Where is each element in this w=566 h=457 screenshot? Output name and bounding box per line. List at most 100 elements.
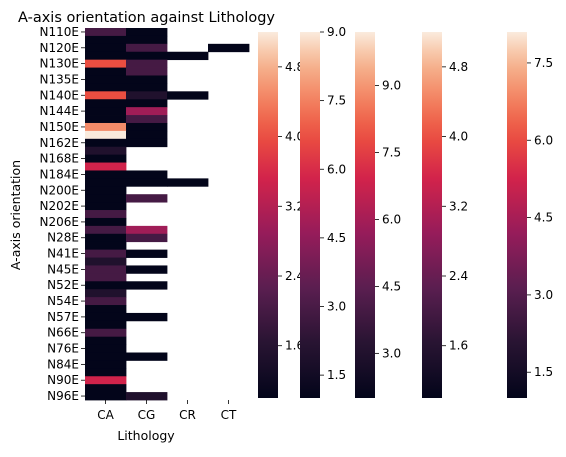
colorbar [355,32,375,398]
colorbar-tick-label: 3.0 [327,300,346,314]
y-tick-label: N110E [40,25,79,39]
colorbar [258,32,278,398]
heatmap-cell [85,265,127,274]
heatmap-cell [126,28,168,37]
heatmap-cell [126,75,168,84]
heatmap-cell [85,146,127,156]
heatmap-cell [85,43,127,53]
heatmap-cell [85,352,127,361]
heatmap-cell [85,344,127,353]
heatmap-cell [85,83,127,92]
y-tick-label: N54E [47,294,79,308]
x-axis-ticks: CA CG CR CT [97,400,237,422]
heatmap-cell [126,281,168,290]
heatmap-cell [85,51,127,61]
heatmap-cell [126,122,168,132]
heatmap-cell [85,233,127,243]
colorbars: 1.6 2.4 3.2 4.0 4.8 1.5 3.0 4.5 6.0 7.5 9.0 3.0 4.5 6… [258,25,553,398]
heatmap-cell [126,115,168,124]
heatmap-cell [126,170,168,179]
y-tick-label: N52E [47,278,79,292]
heatmap-cell [126,265,168,274]
heatmap-cell [85,35,127,45]
y-tick-label: N150E [40,120,79,134]
y-tick-label: N96E [47,389,79,403]
heatmap-cell [126,83,168,92]
colorbar-tick-label: 2.4 [285,269,304,283]
heatmap-cell [85,273,127,282]
colorbar-tick-label: 3.0 [534,288,553,302]
colorbar-tick-label: 3.2 [285,199,304,213]
heatmap-cell [126,249,168,258]
colorbar-tick-label: 2.4 [449,269,468,283]
heatmap-cell [85,312,127,322]
heatmap-cell [126,51,168,61]
heatmap-cell [126,178,168,187]
heatmap-cell [126,138,168,148]
heatmap-cell [85,297,127,306]
heatmap-cell [126,59,168,68]
heatmap-cell [85,249,127,258]
heatmap-cell [85,289,127,298]
heatmap-cell [126,67,168,76]
y-tick-label: N66E [47,326,79,340]
colorbar [422,32,442,398]
heatmap-cell [85,328,127,338]
heatmap-cell [126,225,168,235]
x-tick-label: CR [179,408,196,422]
y-tick-label: N45E [47,262,79,276]
heatmap-cell [85,217,127,227]
heatmap-cell [85,138,127,148]
heatmap-cell [85,170,127,179]
heatmap-cell [126,130,168,140]
heatmap-cell [85,178,127,187]
colorbar-tick-label: 1.6 [285,339,304,353]
heatmap-cell [85,202,127,211]
colorbar-tick-label: 7.5 [327,94,346,108]
y-tick-label: N57E [47,310,79,324]
heatmap-cell [85,162,127,171]
colorbar [300,32,320,398]
heatmap-cell [85,210,127,219]
heatmap-cell [85,186,127,195]
y-tick-label: N130E [40,57,79,71]
y-tick-label: N168E [40,152,79,166]
colorbar-tick-label: 1.6 [449,339,468,353]
colorbar-tick-label: 4.5 [382,279,401,293]
heatmap-cell [85,376,127,385]
colorbar-tick-label: 4.0 [285,130,304,144]
heatmap-cell [167,91,209,100]
colorbar-tick-label: 4.5 [327,231,346,245]
y-tick-label: N84E [47,357,79,371]
colorbar-tick-label: 4.5 [534,211,553,225]
heatmap-cell [85,28,127,37]
heatmap-cell [85,75,127,84]
heatmap-cell [167,178,209,187]
heatmap-cell [126,43,168,53]
heatmap-cell [85,130,127,140]
heatmap-cell [85,392,127,401]
heatmap-cell [126,352,168,361]
colorbar-tick-label: 4.8 [285,60,304,74]
y-tick-label: N206E [40,215,79,229]
y-tick-label: N184E [40,167,79,181]
chart-title: A-axis orientation against Lithology [18,10,275,26]
heatmap-cell [85,194,127,203]
y-tick-label: N120E [40,41,79,55]
y-tick-label: N76E [47,342,79,356]
y-tick-label: N140E [40,88,79,102]
colorbar-tick-label: 6.0 [534,133,553,147]
y-tick-label: N135E [40,72,79,86]
y-tick-label: N144E [40,104,79,118]
x-tick-label: CG [138,408,156,422]
heatmap-cell [85,241,127,251]
heatmap-cell [126,107,168,116]
heatmap-cell [126,99,168,108]
heatmap-cell [85,91,127,100]
heatmap-cell [208,43,250,53]
heatmap-cell [85,368,127,377]
heatmap-cell [85,336,127,345]
